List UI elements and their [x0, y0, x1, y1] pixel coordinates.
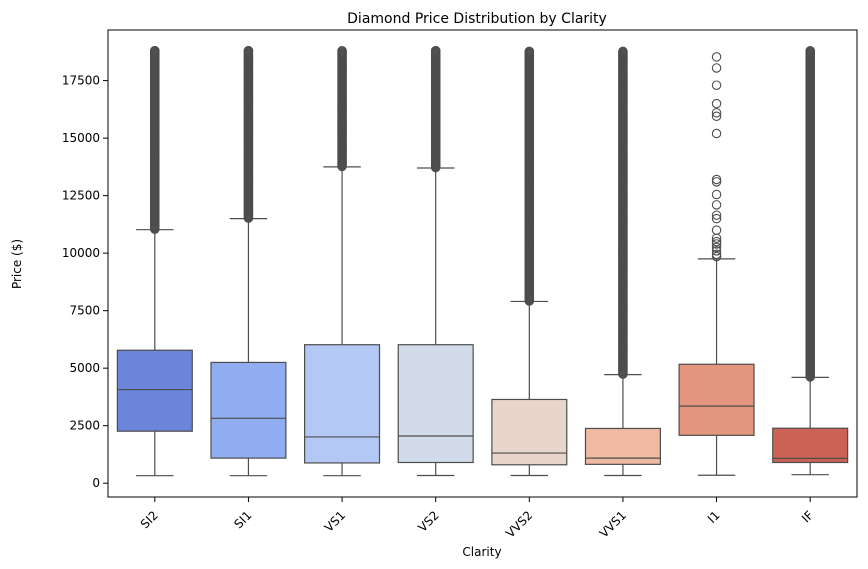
outlier-point — [711, 98, 722, 109]
outlier-point — [524, 46, 535, 57]
box-iqr — [584, 427, 661, 465]
outlier-point — [711, 213, 722, 224]
outlier-point — [711, 246, 722, 256]
x-axis: SI2 SI1 VS1 VS2 VVS2 VVS1 I1 IF — [138, 497, 816, 541]
box-iqr — [397, 344, 474, 464]
outlier-point — [711, 63, 722, 73]
outliers — [524, 46, 535, 306]
box-iqr — [772, 427, 849, 464]
outlier-point — [711, 200, 722, 210]
x-tick-label: VS2 — [415, 508, 441, 534]
box-iqr — [678, 363, 755, 436]
outlier-point — [711, 80, 722, 90]
y-axis-title: Price ($) — [10, 239, 24, 289]
outliers — [711, 52, 722, 262]
outlier-point — [711, 239, 722, 249]
x-tick-label: VVS1 — [597, 508, 629, 540]
outlier-point — [711, 111, 722, 122]
box-group-vs2 — [397, 45, 474, 477]
y-tick-label: 12500 — [62, 189, 100, 203]
y-tick-label: 15000 — [62, 131, 100, 145]
outlier-point — [337, 45, 347, 56]
outlier-point — [711, 108, 722, 118]
outlier-point — [711, 251, 722, 262]
box-group-si1 — [210, 45, 287, 477]
plot-frame — [107, 29, 858, 498]
y-tick-label: 2500 — [69, 419, 100, 433]
outliers — [618, 46, 628, 379]
outlier-point — [243, 45, 254, 56]
box-iqr — [304, 344, 381, 464]
plot-area — [116, 45, 849, 477]
y-tick-label: 5000 — [69, 361, 100, 375]
x-tick-label: VS1 — [322, 508, 348, 534]
outlier-point — [711, 177, 722, 187]
y-tick-label: 17500 — [62, 74, 100, 88]
box-group-vvs2 — [491, 46, 568, 477]
x-tick-label: VVS2 — [503, 508, 535, 540]
outliers — [337, 45, 347, 172]
outlier-point — [618, 46, 628, 57]
chart-title: Diamond Price Distribution by Clarity — [347, 11, 607, 27]
outlier-point — [711, 242, 722, 253]
box-iqr — [116, 349, 193, 432]
box-group-vvs1 — [584, 46, 661, 477]
y-tick-label: 0 — [92, 476, 100, 490]
box-iqr — [210, 361, 287, 459]
box-group-vs1 — [304, 45, 381, 477]
outliers — [150, 45, 160, 234]
x-tick-label: SI1 — [231, 508, 254, 531]
box-group-i1 — [678, 52, 755, 476]
outliers — [805, 45, 815, 382]
outlier-point — [430, 45, 441, 56]
outliers — [430, 45, 441, 173]
x-tick-label: I1 — [705, 508, 723, 526]
y-tick-label: 7500 — [69, 304, 100, 318]
outlier-point — [150, 45, 160, 56]
x-tick-label: IF — [799, 508, 816, 525]
x-axis-title: Clarity — [462, 545, 501, 559]
outlier-point — [711, 236, 722, 247]
outlier-point — [711, 210, 722, 220]
y-axis: 0 2500 5000 7500 10000 12500 15000 17500 — [62, 74, 108, 490]
box-iqr — [491, 398, 568, 466]
outlier-point — [805, 45, 815, 56]
outlier-point — [711, 249, 722, 260]
outlier-point — [711, 52, 722, 62]
outlier-point — [711, 174, 722, 185]
y-tick-label: 10000 — [62, 246, 100, 260]
outlier-point — [711, 189, 722, 200]
x-tick-label: SI2 — [138, 508, 161, 531]
box-group-if — [772, 45, 849, 476]
outlier-point — [711, 128, 722, 139]
outliers — [243, 45, 254, 223]
outlier-point — [711, 225, 722, 235]
box-group-si2 — [116, 45, 193, 477]
